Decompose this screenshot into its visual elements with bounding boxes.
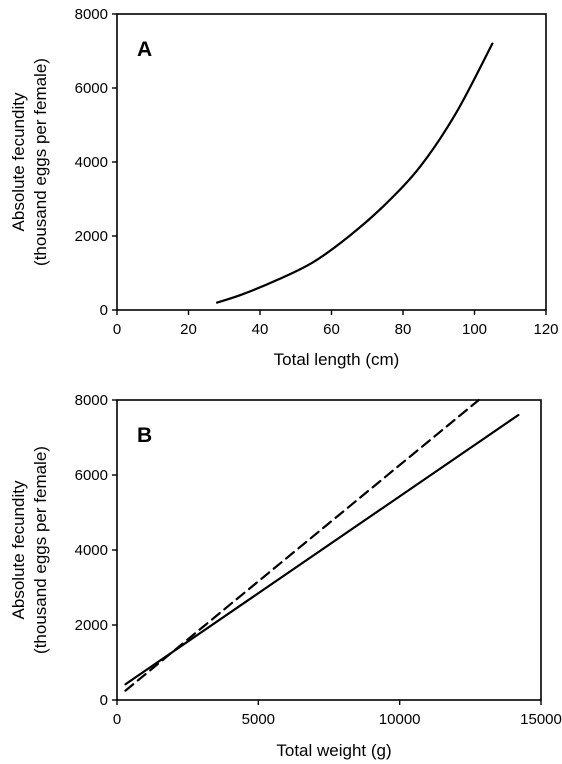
panel-b-y-tick-label: 0 xyxy=(100,692,108,709)
panel-b-y-tick-label: 8000 xyxy=(75,392,108,409)
panel-a-x-axis-title: Total length (cm) xyxy=(274,350,400,369)
panel-a-x-tick-label: 80 xyxy=(395,321,412,338)
panel-b-x-tick-label: 15000 xyxy=(520,711,562,728)
panel-a-y-axis-title-line-1: Absolute fecundity xyxy=(9,92,28,231)
panel-b-x-tick-label: 5000 xyxy=(242,711,275,728)
panel-b-plot-frame xyxy=(116,399,542,701)
panel-a-x-tick-label: 0 xyxy=(113,321,121,338)
panel-b-letter: B xyxy=(137,424,152,447)
panel-a-y-axis-title-line-2: (thousand eggs per female) xyxy=(31,58,50,266)
panel-a-x-tick-label: 40 xyxy=(252,321,269,338)
panel-a-y-tick-label: 4000 xyxy=(75,154,108,171)
panel-a-y-tick-label: 2000 xyxy=(75,228,108,245)
panel-a-x-tick-label: 20 xyxy=(180,321,197,338)
panel-a-letter: A xyxy=(137,38,152,61)
panel-b-x-tick-label: 0 xyxy=(113,711,121,728)
panel-a-y-tick-label: 6000 xyxy=(75,80,108,97)
panel-b-series-2-dashed-line xyxy=(124,398,480,692)
panel-b-y-tick-label: 4000 xyxy=(75,542,108,559)
panel-b-x-tick-label: 10000 xyxy=(379,711,421,728)
panel-b-y-tick-label: 2000 xyxy=(75,617,108,634)
panel-b-y-tick-label: 6000 xyxy=(75,467,108,484)
panel-b-x-axis-title: Total weight (g) xyxy=(276,741,391,760)
panel-a-series-1-solid-line xyxy=(216,42,494,304)
panel-b-series-1-solid-line xyxy=(124,413,520,686)
panel-a-y-tick-label: 0 xyxy=(100,302,108,319)
panel-a-plot-frame xyxy=(116,13,547,311)
panel-a-x-tick-label: 100 xyxy=(462,321,487,338)
panel-b-y-axis-title-line-1: Absolute fecundity xyxy=(9,480,28,619)
panel-a-x-tick-label: 60 xyxy=(323,321,340,338)
panel-b-y-axis-title-line-2: (thousand eggs per female) xyxy=(31,446,50,654)
panel-a-x-tick-label: 120 xyxy=(533,321,558,338)
panel-a-y-tick-label: 8000 xyxy=(75,6,108,23)
